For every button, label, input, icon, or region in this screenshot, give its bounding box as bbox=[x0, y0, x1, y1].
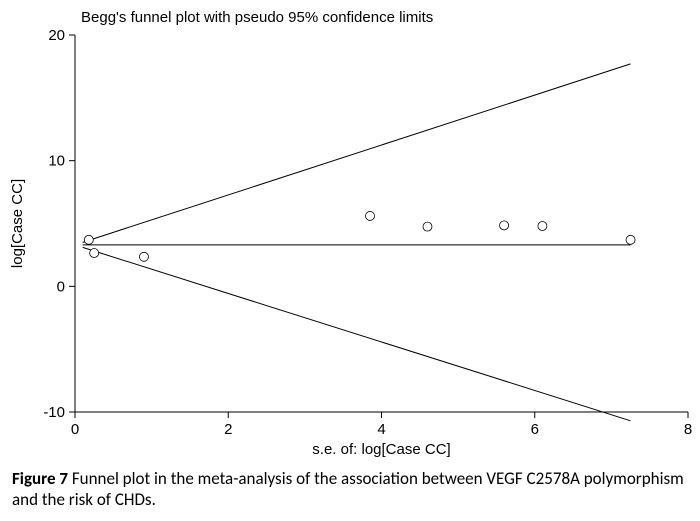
data-point bbox=[538, 222, 547, 231]
x-tick-label: 8 bbox=[684, 421, 692, 438]
plot-background bbox=[0, 0, 700, 460]
figure-caption-text: Funnel plot in the meta-analysis of the … bbox=[12, 468, 684, 511]
y-tick-label: 0 bbox=[57, 278, 65, 295]
data-point bbox=[84, 235, 93, 244]
x-tick-label: 0 bbox=[71, 421, 79, 438]
data-point bbox=[500, 221, 509, 230]
y-axis-label: log[Case CC] bbox=[9, 179, 26, 268]
x-tick-label: 4 bbox=[377, 421, 385, 438]
x-tick-label: 6 bbox=[531, 421, 539, 438]
funnel-plot: Begg's funnel plot with pseudo 95% confi… bbox=[0, 0, 700, 460]
data-point bbox=[139, 252, 148, 261]
data-point bbox=[626, 235, 635, 244]
y-tick-label: -10 bbox=[43, 404, 65, 421]
y-tick-label: 20 bbox=[48, 27, 65, 44]
data-point bbox=[90, 249, 99, 258]
x-axis-label: s.e. of: log[Case CC] bbox=[312, 441, 450, 458]
x-tick-label: 2 bbox=[224, 421, 232, 438]
data-point bbox=[366, 211, 375, 220]
data-point bbox=[423, 222, 432, 231]
figure-caption: Figure 7 Funnel plot in the meta-analysi… bbox=[12, 468, 688, 512]
figure-label: Figure 7 bbox=[12, 468, 68, 489]
y-tick-label: 10 bbox=[48, 153, 65, 170]
plot-title: Begg's funnel plot with pseudo 95% confi… bbox=[81, 9, 433, 26]
